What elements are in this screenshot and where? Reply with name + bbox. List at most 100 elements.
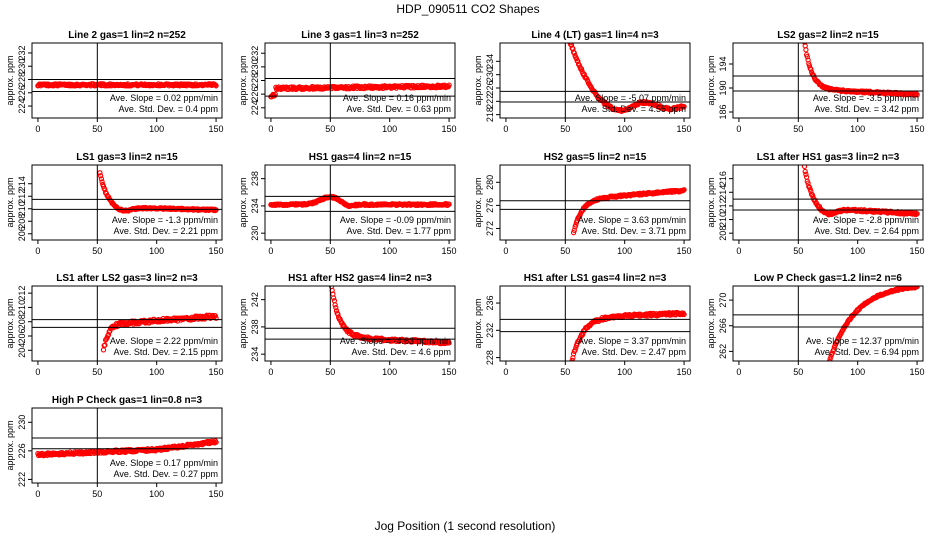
data-point <box>570 229 577 236</box>
y-tick-label: 272 <box>485 221 495 236</box>
data-point <box>331 298 338 304</box>
data-point <box>808 66 814 72</box>
y-tick-label: 222 <box>485 94 495 109</box>
data-point <box>446 340 452 346</box>
slope-annotation: Ave. Slope = -5.07 ppm/min <box>575 93 686 103</box>
y-axis-label: approx. ppm <box>473 298 483 348</box>
data-point <box>102 342 108 348</box>
data-point <box>335 311 341 317</box>
data-points <box>823 286 920 377</box>
plot-frame <box>31 285 223 362</box>
y-tick-label: 210 <box>17 201 27 216</box>
y-tick-label: 238 <box>250 171 260 186</box>
sd-annotation: Ave. Std. Dev. = 1.77 ppm <box>347 226 451 236</box>
sd-annotation: Ave. Std. Dev. = 4.6 ppm <box>352 347 451 357</box>
data-point <box>332 302 338 308</box>
slope-annotation: Ave. Slope = -2.8 ppm/min <box>813 215 919 225</box>
x-tick-label: 0 <box>35 124 40 134</box>
sd-annotation: Ave. Std. Dev. = 2.21 ppm <box>114 226 218 236</box>
data-point <box>213 83 219 89</box>
data-point <box>573 222 579 228</box>
data-points <box>97 170 219 214</box>
data-point <box>98 176 105 182</box>
x-tick-label: 100 <box>617 246 632 256</box>
figure-title: HDP_090511 CO2 Shapes <box>396 2 539 16</box>
data-point <box>446 82 452 88</box>
x-tick-label: 0 <box>268 246 273 256</box>
y-tick-label: 206 <box>17 226 27 241</box>
x-tick-label: 100 <box>617 124 632 134</box>
y-tick-label: 242 <box>250 292 260 307</box>
panel-6: HS1 gas=4 lin=2 n=15 0 50 100 150 230 234 238ap… <box>238 152 457 256</box>
x-tick-label: 100 <box>850 246 865 256</box>
data-points <box>569 309 687 361</box>
y-tick-label: 236 <box>485 296 495 311</box>
y-tick-label: 208 <box>718 226 728 241</box>
y-tick-label: 208 <box>17 214 27 229</box>
data-point <box>803 47 809 53</box>
data-points <box>35 438 219 459</box>
panel-title: HS1 after HS2 gas=4 lin=2 n=3 <box>288 273 432 284</box>
x-tick-label: 150 <box>910 246 925 256</box>
sd-annotation: Ave. Std. Dev. = 0.63 ppm <box>347 104 451 114</box>
slope-annotation: Ave. Slope = 0.16 ppm/min <box>343 93 451 103</box>
y-tick-label: 190 <box>718 80 728 95</box>
panel-title: LS1 gas=3 lin=2 n=15 <box>76 152 178 163</box>
sd-annotation: Ave. Std. Dev. = 2.15 ppm <box>114 347 218 357</box>
slope-annotation: Ave. Slope = -4.63 ppm/min <box>340 336 451 346</box>
data-point <box>567 43 573 46</box>
panel-13: High P Check gas=1 lin=0.8 n=3 0 50 100 150 2… <box>5 395 224 499</box>
slope-annotation: Ave. Slope = 3.37 ppm/min <box>578 336 686 346</box>
y-tick-label: 212 <box>17 286 27 301</box>
y-tick-label: 234 <box>250 198 260 213</box>
x-tick-label: 50 <box>92 124 102 134</box>
x-tick-label: 0 <box>503 124 508 134</box>
y-axis-label: approx. ppm <box>238 177 248 227</box>
sd-annotation: Ave. Std. Dev. = 3.71 ppm <box>582 226 686 236</box>
x-tick-label: 0 <box>503 367 508 377</box>
y-tick-label: 208 <box>17 314 27 329</box>
x-tick-label: 0 <box>268 124 273 134</box>
y-axis-label: approx. ppm <box>706 298 716 348</box>
x-tick-label: 0 <box>736 124 741 134</box>
y-tick-label: 224 <box>17 99 27 114</box>
panel-title: Line 2 gas=1 lin=2 n=252 <box>68 30 186 41</box>
panel-5: LS1 gas=3 lin=2 n=150 50 100 15020620821021… <box>5 152 224 256</box>
plot-frame <box>31 164 223 241</box>
slope-annotation: Ave. Slope = 0.02 ppm/min <box>110 93 218 103</box>
x-tick-label: 150 <box>910 124 925 134</box>
x-tick-label: 150 <box>209 367 224 377</box>
data-point <box>823 373 827 377</box>
slope-annotation: Ave. Slope = -1.3 ppm/min <box>112 215 218 225</box>
y-tick-label: 228 <box>250 73 260 88</box>
y-tick-label: 230 <box>250 226 260 241</box>
sd-annotation: Ave. Std. Dev. = 4.55 ppm <box>582 104 686 114</box>
x-tick-label: 100 <box>382 124 397 134</box>
panel-10: HS1 after HS2 gas=4 lin=2 n=3 0 50 100 150 23… <box>238 273 457 377</box>
sd-annotation: Ave. Std. Dev. = 2.64 ppm <box>815 226 919 236</box>
data-point <box>681 103 687 110</box>
data-point <box>825 366 829 370</box>
data-points <box>802 43 920 98</box>
data-point <box>213 207 219 213</box>
slope-annotation: Ave. Slope = 2.22 ppm/min <box>110 336 218 346</box>
data-point <box>807 186 813 192</box>
data-point <box>446 201 452 207</box>
x-tick-label: 100 <box>617 367 632 377</box>
data-point <box>806 183 812 190</box>
x-tick-label: 50 <box>92 246 102 256</box>
data-point <box>573 55 580 62</box>
plot-frame <box>499 285 691 362</box>
y-axis-label: approx. ppm <box>5 177 15 227</box>
x-tick-label: 50 <box>793 246 803 256</box>
panel-11: HS1 after LS1 gas=4 lin=2 n=3 0 50 100 150 22… <box>473 273 692 377</box>
y-tick-label: 214 <box>17 176 27 191</box>
panel-7: HS2 gas=5 lin=2 n=15 0 50 100 150 272 276 280ap… <box>473 152 692 256</box>
y-axis-label: approx. ppm <box>5 55 15 105</box>
sd-annotation: Ave. Std. Dev. = 3.42 ppm <box>815 104 919 114</box>
x-tick-label: 0 <box>35 489 40 499</box>
x-tick-label: 100 <box>149 489 164 499</box>
plot-frame <box>31 42 223 119</box>
